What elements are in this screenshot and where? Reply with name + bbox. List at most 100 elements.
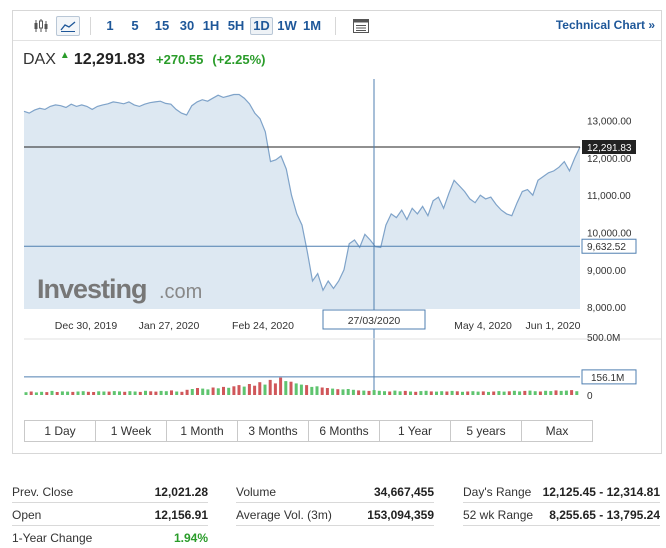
volume-bar [523, 390, 527, 395]
price-change: +270.55 [156, 52, 204, 67]
volume-bar [149, 391, 153, 395]
range-1-month[interactable]: 1 Month [167, 421, 238, 441]
investing-watermark: Investing [37, 274, 147, 304]
volume-bar [175, 391, 179, 395]
volume-bar [86, 391, 90, 395]
volume-bar [138, 391, 142, 395]
volume-bar [466, 391, 470, 395]
timeframe-5[interactable]: 5 [131, 18, 139, 33]
timeframe-1d[interactable]: 1D [250, 17, 273, 35]
volume-bar [263, 384, 267, 395]
price-change-percent: (+2.25%) [212, 52, 266, 67]
volume-bar [180, 391, 184, 395]
range-5-years[interactable]: 5 years [451, 421, 522, 441]
volume-bar [55, 392, 59, 395]
timeframe-5h[interactable]: 5H [227, 18, 245, 33]
crosshair-price-box [581, 238, 637, 254]
volume-bar [570, 390, 574, 395]
volume-bar [227, 387, 231, 395]
volume-bar [92, 392, 96, 395]
volume-bar [559, 390, 563, 395]
volume-bar [528, 390, 532, 395]
volume-bar [201, 388, 205, 395]
stat-label: Average Vol. (3m) [236, 507, 332, 522]
volume-bar [164, 391, 168, 395]
volume-bar [258, 382, 262, 395]
volume-bar [403, 390, 407, 395]
volume-bar [185, 389, 189, 395]
timeframe-1[interactable]: 1 [106, 18, 114, 33]
x-tick-label: May 4, 2020 [454, 320, 512, 332]
volume-bar [102, 391, 106, 395]
range-1-week[interactable]: 1 Week [96, 421, 167, 441]
volume-bar [575, 391, 579, 395]
timeframe-1h[interactable]: 1H [202, 18, 220, 33]
volume-bar [351, 389, 355, 395]
volume-bar [538, 391, 542, 395]
timeframe-1m[interactable]: 1M [302, 18, 322, 33]
volume-bar [45, 392, 49, 395]
timeframe-1w[interactable]: 1W [277, 18, 297, 33]
volume-bar [123, 391, 127, 395]
stat-value: 8,255.65 - 13,795.24 [549, 507, 660, 522]
volume-bar [497, 391, 501, 395]
range-1-year[interactable]: 1 Year [380, 421, 451, 441]
timeframe-30[interactable]: 30 [179, 18, 195, 33]
toolbar-divider [335, 17, 336, 35]
volume-bar [24, 392, 28, 395]
volume-bar [50, 390, 54, 395]
volume-bar [159, 390, 163, 395]
volume-bar [118, 391, 121, 395]
stat-label: Open [12, 507, 42, 522]
candlestick-icon[interactable] [29, 16, 53, 36]
technical-chart-link[interactable]: Technical Chart » [555, 18, 655, 32]
volume-bar [247, 384, 251, 395]
range-6-months[interactable]: 6 Months [309, 421, 380, 441]
y-tick-label: 12,000.00 [587, 154, 632, 165]
volume-bar [112, 391, 116, 395]
current-price-box [582, 140, 636, 155]
volume-bar [299, 384, 303, 395]
stat-label: 52 wk Range [463, 507, 534, 522]
stat-label: 1-Year Change [12, 531, 93, 545]
stat-average-volume: Average Vol. (3m) 153,094,359 [236, 504, 434, 526]
volume-bar [455, 391, 459, 395]
range-1-day[interactable]: 1 Day [25, 421, 96, 441]
area-chart-icon[interactable] [56, 16, 80, 36]
volume-bar [34, 392, 38, 395]
volume-bar [341, 389, 345, 395]
volume-bar [268, 379, 272, 395]
y-tick-label: 10,000.00 [587, 229, 632, 240]
table-icon[interactable] [349, 16, 373, 36]
toolbar-divider [90, 17, 91, 35]
timeframe-15[interactable]: 15 [154, 18, 170, 33]
volume-bar [222, 386, 225, 395]
volume-bar [362, 390, 366, 395]
stat-label: Day's Range [463, 484, 532, 499]
volume-bar [320, 387, 324, 395]
stat-value: 12,021.28 [154, 484, 208, 499]
volume-bar [232, 386, 236, 395]
volume-bar [284, 381, 288, 395]
stat-volume: Volume 34,667,455 [236, 481, 434, 503]
volume-bar [289, 381, 293, 395]
volume-bar [398, 391, 402, 395]
range-max[interactable]: Max [522, 421, 592, 441]
volume-bar [549, 391, 553, 395]
volume-crosshair-label: 156.1M [591, 373, 624, 384]
volume-y-tick-label: 500.0M [587, 333, 620, 344]
volume-bar [445, 391, 449, 395]
volume-bar [71, 391, 75, 395]
volume-bar [216, 388, 220, 395]
volume-bar [518, 391, 522, 395]
up-arrow-icon: ▲ [59, 50, 70, 61]
range-selector: 1 Day 1 Week 1 Month 3 Months 6 Months 1… [24, 420, 593, 442]
volume-bar [461, 391, 464, 395]
volume-bar [383, 391, 386, 395]
x-tick-label: Jan 27, 2020 [139, 320, 200, 332]
quote-header: DAX ▲ 12,291.83 +270.55 (+2.25%) [23, 50, 266, 73]
volume-bar [206, 389, 210, 395]
volume-bar [409, 391, 412, 395]
price-chart[interactable]: Investing .com 13,000.00 12,000.00 11,000.0… [13, 11, 661, 411]
range-3-months[interactable]: 3 Months [238, 421, 309, 441]
